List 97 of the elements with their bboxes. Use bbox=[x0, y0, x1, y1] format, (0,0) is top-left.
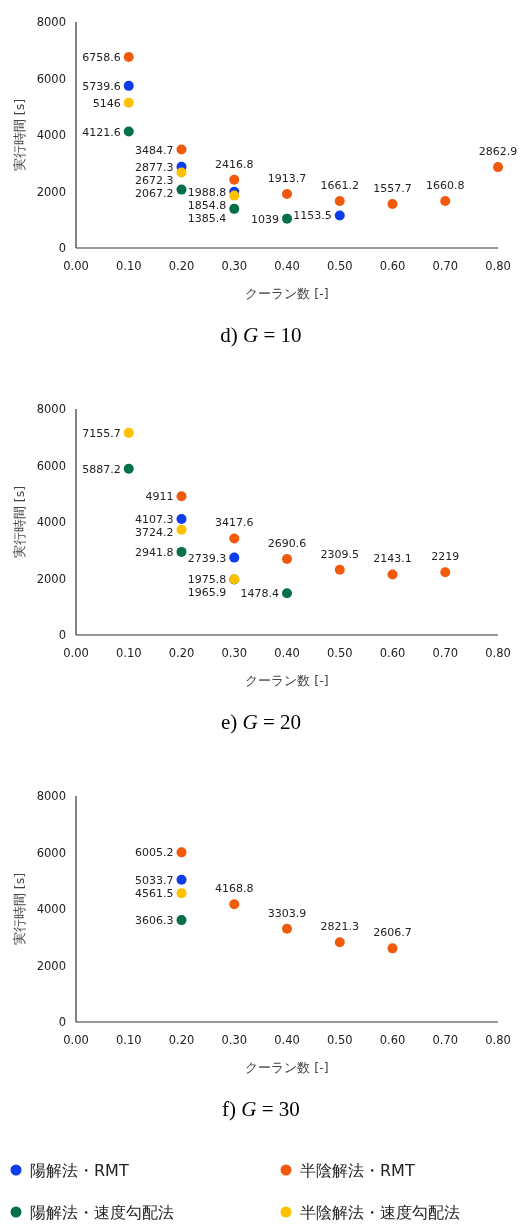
y-tick-label: 4000 bbox=[36, 515, 66, 529]
data-label: 4107.3 bbox=[135, 512, 174, 526]
x-tick-label: 0.00 bbox=[63, 646, 89, 660]
data-label: 1913.7 bbox=[267, 171, 307, 185]
data-label: 1557.7 bbox=[373, 181, 412, 195]
y-tick-label: 0 bbox=[58, 1015, 66, 1029]
x-tick-label: 0.40 bbox=[274, 646, 300, 660]
x-tick-label: 0.30 bbox=[221, 259, 248, 273]
data-label: 4561.5 bbox=[135, 887, 174, 901]
y-tick-label: 2000 bbox=[36, 571, 66, 586]
x-tick-label: 0.50 bbox=[326, 1033, 353, 1047]
data-label: 3606.3 bbox=[135, 914, 174, 928]
y-tick-label: 4000 bbox=[36, 128, 66, 142]
y-axis-title: 実行時間 [s] bbox=[12, 98, 27, 172]
y-tick-label: 8000 bbox=[36, 15, 66, 29]
data-label: 1660.8 bbox=[426, 179, 465, 193]
y-tick-label: 6000 bbox=[36, 458, 66, 473]
data-label: 5146 bbox=[92, 96, 121, 110]
y-axis-title: 実行時間 [s] bbox=[12, 485, 27, 559]
data-label: 2143.1 bbox=[373, 552, 412, 566]
text: f) G = 30 bbox=[222, 1097, 300, 1121]
legend-label: 半陰解法・RMT bbox=[300, 1161, 415, 1180]
x-tick-label: 0.40 bbox=[274, 1033, 300, 1047]
x-tick-label: 0.50 bbox=[326, 646, 353, 660]
data-label: 2821.3 bbox=[320, 920, 359, 934]
x-tick-label: 0.20 bbox=[168, 259, 195, 273]
data-label: 3303.9 bbox=[267, 906, 307, 920]
x-tick-label: 0.10 bbox=[115, 646, 142, 660]
data-label: 2877.3 bbox=[135, 160, 174, 174]
data-label: 1854.8 bbox=[187, 198, 227, 212]
x-tick-label: 0.00 bbox=[63, 1033, 89, 1047]
data-label: 1975.8 bbox=[187, 573, 227, 587]
x-tick-label: 0.20 bbox=[168, 1033, 195, 1047]
x-tick-label: 0.30 bbox=[221, 1033, 248, 1047]
data-label: 2416.8 bbox=[215, 157, 254, 171]
x-axis-title: クーラン数 [-] bbox=[245, 673, 329, 688]
x-tick-label: 0.20 bbox=[168, 646, 195, 660]
y-tick-label: 8000 bbox=[36, 402, 66, 416]
y-axis-title: 実行時間 [s] bbox=[12, 872, 27, 946]
x-tick-label: 0.70 bbox=[432, 646, 459, 660]
y-tick-label: 6000 bbox=[36, 71, 66, 86]
data-label: 6758.6 bbox=[82, 51, 121, 65]
y-tick-label: 8000 bbox=[36, 789, 66, 803]
data-label: 1039 bbox=[251, 212, 279, 226]
data-label: 2309.5 bbox=[320, 547, 359, 561]
data-label: 5887.2 bbox=[82, 462, 121, 476]
x-tick-label: 0.80 bbox=[485, 259, 511, 273]
x-axis-title: クーラン数 [-] bbox=[245, 1060, 329, 1075]
x-axis-title: クーラン数 [-] bbox=[245, 286, 329, 301]
data-label: 1661.2 bbox=[320, 179, 359, 193]
data-label: 1988.8 bbox=[187, 185, 227, 199]
x-tick-label: 0.70 bbox=[432, 1033, 459, 1047]
x-tick-label: 0.80 bbox=[485, 646, 511, 660]
x-tick-label: 0.60 bbox=[379, 1033, 406, 1047]
x-tick-label: 0.60 bbox=[379, 259, 406, 273]
legend-label: 半陰解法・速度勾配法 bbox=[300, 1203, 460, 1222]
data-label: 3484.7 bbox=[135, 143, 174, 157]
data-label: 4121.6 bbox=[82, 125, 121, 139]
y-tick-label: 0 bbox=[58, 241, 66, 255]
data-label: 3417.6 bbox=[215, 516, 254, 530]
data-label: 2219 bbox=[431, 550, 460, 564]
data-label: 1153.5 bbox=[293, 209, 332, 223]
legend-label: 陽解法・RMT bbox=[30, 1161, 129, 1180]
data-label: 2941.8 bbox=[135, 545, 174, 559]
data-label: 4911 bbox=[145, 490, 174, 504]
legend-label: 陽解法・速度勾配法 bbox=[30, 1203, 174, 1222]
x-tick-label: 0.10 bbox=[115, 1033, 142, 1047]
y-tick-label: 4000 bbox=[36, 902, 66, 916]
x-tick-label: 0.80 bbox=[485, 1033, 511, 1047]
data-label: 5033.7 bbox=[135, 873, 174, 887]
data-label: 2672.3 bbox=[135, 173, 174, 187]
data-label: 1965.9 bbox=[187, 586, 227, 600]
x-tick-label: 0.30 bbox=[221, 646, 248, 660]
data-label: 5739.6 bbox=[82, 79, 121, 93]
y-tick-label: 6000 bbox=[36, 845, 66, 860]
text: e) G = 20 bbox=[220, 710, 302, 734]
x-tick-label: 0.60 bbox=[379, 646, 406, 660]
x-tick-label: 0.70 bbox=[432, 259, 459, 273]
x-tick-label: 0.40 bbox=[274, 259, 300, 273]
data-label: 7155.7 bbox=[82, 426, 121, 440]
data-label: 4168.8 bbox=[215, 882, 254, 896]
y-tick-label: 2000 bbox=[36, 958, 66, 973]
data-label: 3724.2 bbox=[135, 525, 174, 539]
data-label: 2739.3 bbox=[187, 551, 227, 565]
data-label: 2690.6 bbox=[267, 536, 307, 550]
text: d) G = 10 bbox=[220, 323, 302, 347]
y-tick-label: 0 bbox=[58, 628, 66, 642]
data-label: 2606.7 bbox=[373, 926, 412, 940]
data-label: 2067.2 bbox=[135, 186, 174, 200]
data-label: 6005.2 bbox=[135, 846, 174, 860]
data-label: 1385.4 bbox=[187, 211, 227, 225]
y-tick-label: 2000 bbox=[36, 184, 66, 199]
data-label: 2862.9 bbox=[478, 145, 518, 159]
data-label: 1478.4 bbox=[240, 587, 279, 601]
x-tick-label: 0.50 bbox=[326, 259, 353, 273]
x-tick-label: 0.00 bbox=[63, 259, 89, 273]
x-tick-label: 0.10 bbox=[115, 259, 142, 273]
